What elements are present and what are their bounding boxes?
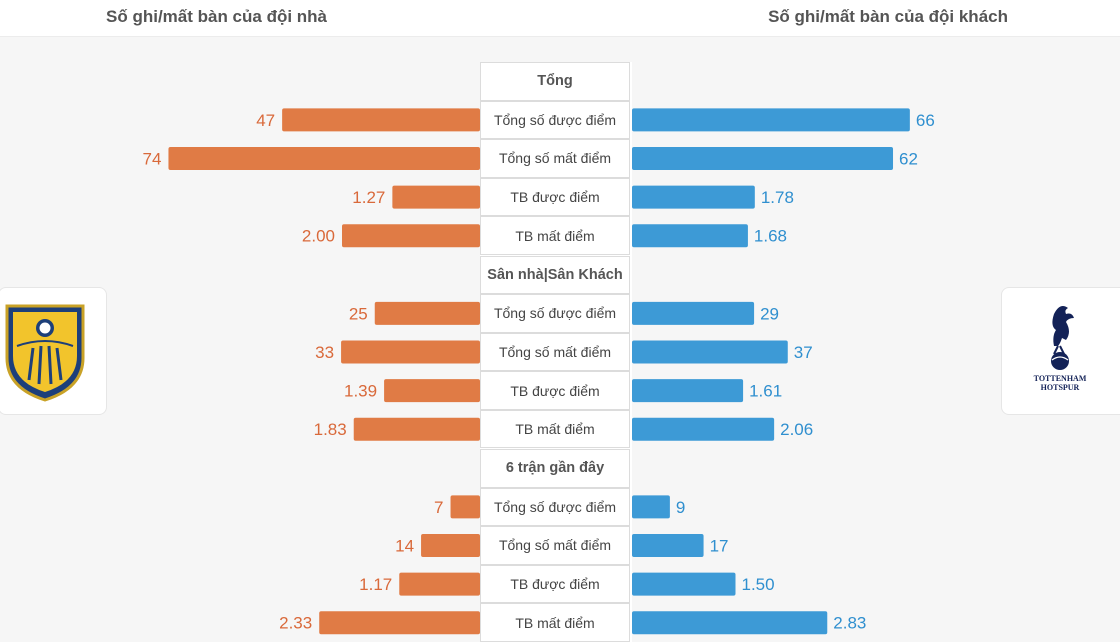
- home-bar: [384, 379, 480, 403]
- stat-label: Tổng số được điểm: [480, 294, 630, 333]
- home-bar: [342, 224, 480, 248]
- home-value-label: 47: [256, 111, 275, 130]
- away-bar: [632, 379, 744, 403]
- leeds-united-crest-icon: [5, 304, 85, 402]
- away-value-label: 17: [710, 537, 729, 556]
- stat-label: TB được điểm: [480, 177, 630, 217]
- section-title: Tổng: [480, 62, 630, 101]
- away-bar: [632, 417, 775, 441]
- home-team-logo-card[interactable]: [0, 287, 107, 415]
- home-value-label: 74: [143, 150, 162, 169]
- home-value-label: 25: [349, 304, 368, 323]
- home-value-label: 14: [395, 537, 414, 556]
- home-bar: [341, 340, 480, 364]
- stat-label: TB mất điểm: [480, 409, 630, 449]
- away-bar: [632, 108, 910, 132]
- header-bar: Số ghi/mất bàn của đội nhà Số ghi/mất bà…: [0, 0, 1120, 37]
- away-value-label: 66: [916, 111, 935, 130]
- away-value-label: 1.68: [754, 227, 787, 246]
- home-header-title: Số ghi/mất bàn của đội nhà: [106, 7, 328, 26]
- away-bar: [632, 301, 755, 325]
- away-value-label: 29: [760, 304, 779, 323]
- stat-label: TB mất điểm: [480, 603, 630, 642]
- away-value-label: 37: [794, 343, 813, 362]
- away-bar: [632, 147, 894, 170]
- away-value-label: 1.61: [749, 382, 782, 401]
- away-bar: [632, 185, 755, 209]
- home-bar: [168, 147, 480, 170]
- away-value-label: 2.83: [833, 614, 866, 633]
- away-bar: [632, 534, 704, 557]
- home-bar: [374, 301, 480, 325]
- home-value-label: 1.27: [352, 188, 385, 207]
- away-value-label: 9: [676, 498, 685, 517]
- away-header-title: Số ghi/mất bàn của đội khách: [768, 7, 1008, 26]
- away-bar: [632, 611, 828, 635]
- away-value-label: 62: [899, 150, 918, 169]
- tottenham-hotspur-crest-icon: [1051, 306, 1074, 370]
- home-value-label: 1.83: [314, 420, 347, 439]
- home-value-label: 1.17: [359, 575, 392, 594]
- section-title: 6 trận gần đây: [480, 449, 630, 488]
- section-title: Sân nhà|Sân Khách: [480, 255, 630, 295]
- away-bar: [632, 495, 670, 519]
- away-bar: [632, 572, 736, 596]
- stat-label: Tổng số mất điểm: [480, 332, 630, 372]
- away-bar: [632, 224, 748, 248]
- stat-label: TB được điểm: [480, 564, 630, 604]
- home-bar: [399, 572, 480, 596]
- home-value-label: 2.00: [302, 227, 335, 246]
- away-value-label: 1.78: [761, 188, 794, 207]
- home-bar: [392, 185, 480, 209]
- home-bar: [319, 611, 480, 635]
- home-value-label: 33: [315, 343, 334, 362]
- away-value-label: 2.06: [780, 420, 813, 439]
- away-value-label: 1.50: [742, 575, 775, 594]
- stat-label: TB mất điểm: [480, 216, 630, 255]
- stat-label: Tổng số được điểm: [480, 100, 630, 140]
- stat-label: Tổng số được điểm: [480, 487, 630, 527]
- stat-label: TB được điểm: [480, 371, 630, 410]
- home-bar: [450, 495, 480, 519]
- stat-label: Tổng số mất điểm: [480, 526, 630, 565]
- home-value-label: 2.33: [279, 614, 312, 633]
- home-bar: [353, 417, 480, 441]
- stat-label: Tổng số mất điểm: [480, 139, 630, 178]
- home-value-label: 1.39: [344, 382, 377, 401]
- home-bar: [421, 534, 480, 557]
- stat-label-column: Tổng Tổng số được điểm Tổng số mất điểm TB …: [480, 62, 632, 642]
- tottenham-hotspur-logo-text: TOTTENHAM HOTSPUR: [1033, 374, 1087, 392]
- home-value-label: 7: [434, 498, 443, 517]
- away-bar: [632, 340, 788, 364]
- away-team-logo-card[interactable]: TOTTENHAM HOTSPUR: [1001, 287, 1120, 415]
- home-bar: [282, 108, 480, 132]
